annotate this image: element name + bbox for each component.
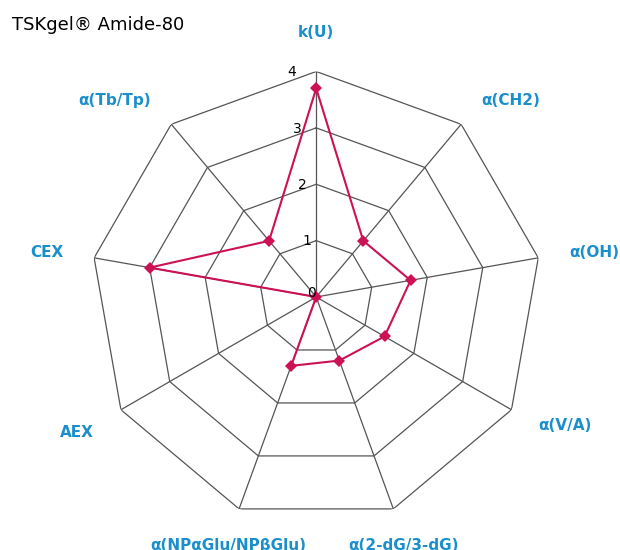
Text: CEX: CEX xyxy=(30,245,64,260)
Text: α(OH): α(OH) xyxy=(569,245,619,260)
Text: α(2-dG/3-dG): α(2-dG/3-dG) xyxy=(348,538,459,550)
Text: 2: 2 xyxy=(298,178,306,192)
Text: AEX: AEX xyxy=(60,425,94,440)
Text: α(V/A): α(V/A) xyxy=(538,418,591,433)
Text: α(CH2): α(CH2) xyxy=(481,93,540,108)
Text: 0: 0 xyxy=(307,285,316,300)
Text: α(Tb/Tp): α(Tb/Tp) xyxy=(79,93,151,108)
Text: 4: 4 xyxy=(288,65,296,79)
Text: 1: 1 xyxy=(303,234,311,248)
Text: k(U): k(U) xyxy=(298,25,334,41)
Text: TSKgel® Amide-80: TSKgel® Amide-80 xyxy=(12,16,185,35)
Text: 3: 3 xyxy=(293,122,301,135)
Text: α(NPαGlu/NPβGlu): α(NPαGlu/NPβGlu) xyxy=(151,538,306,550)
